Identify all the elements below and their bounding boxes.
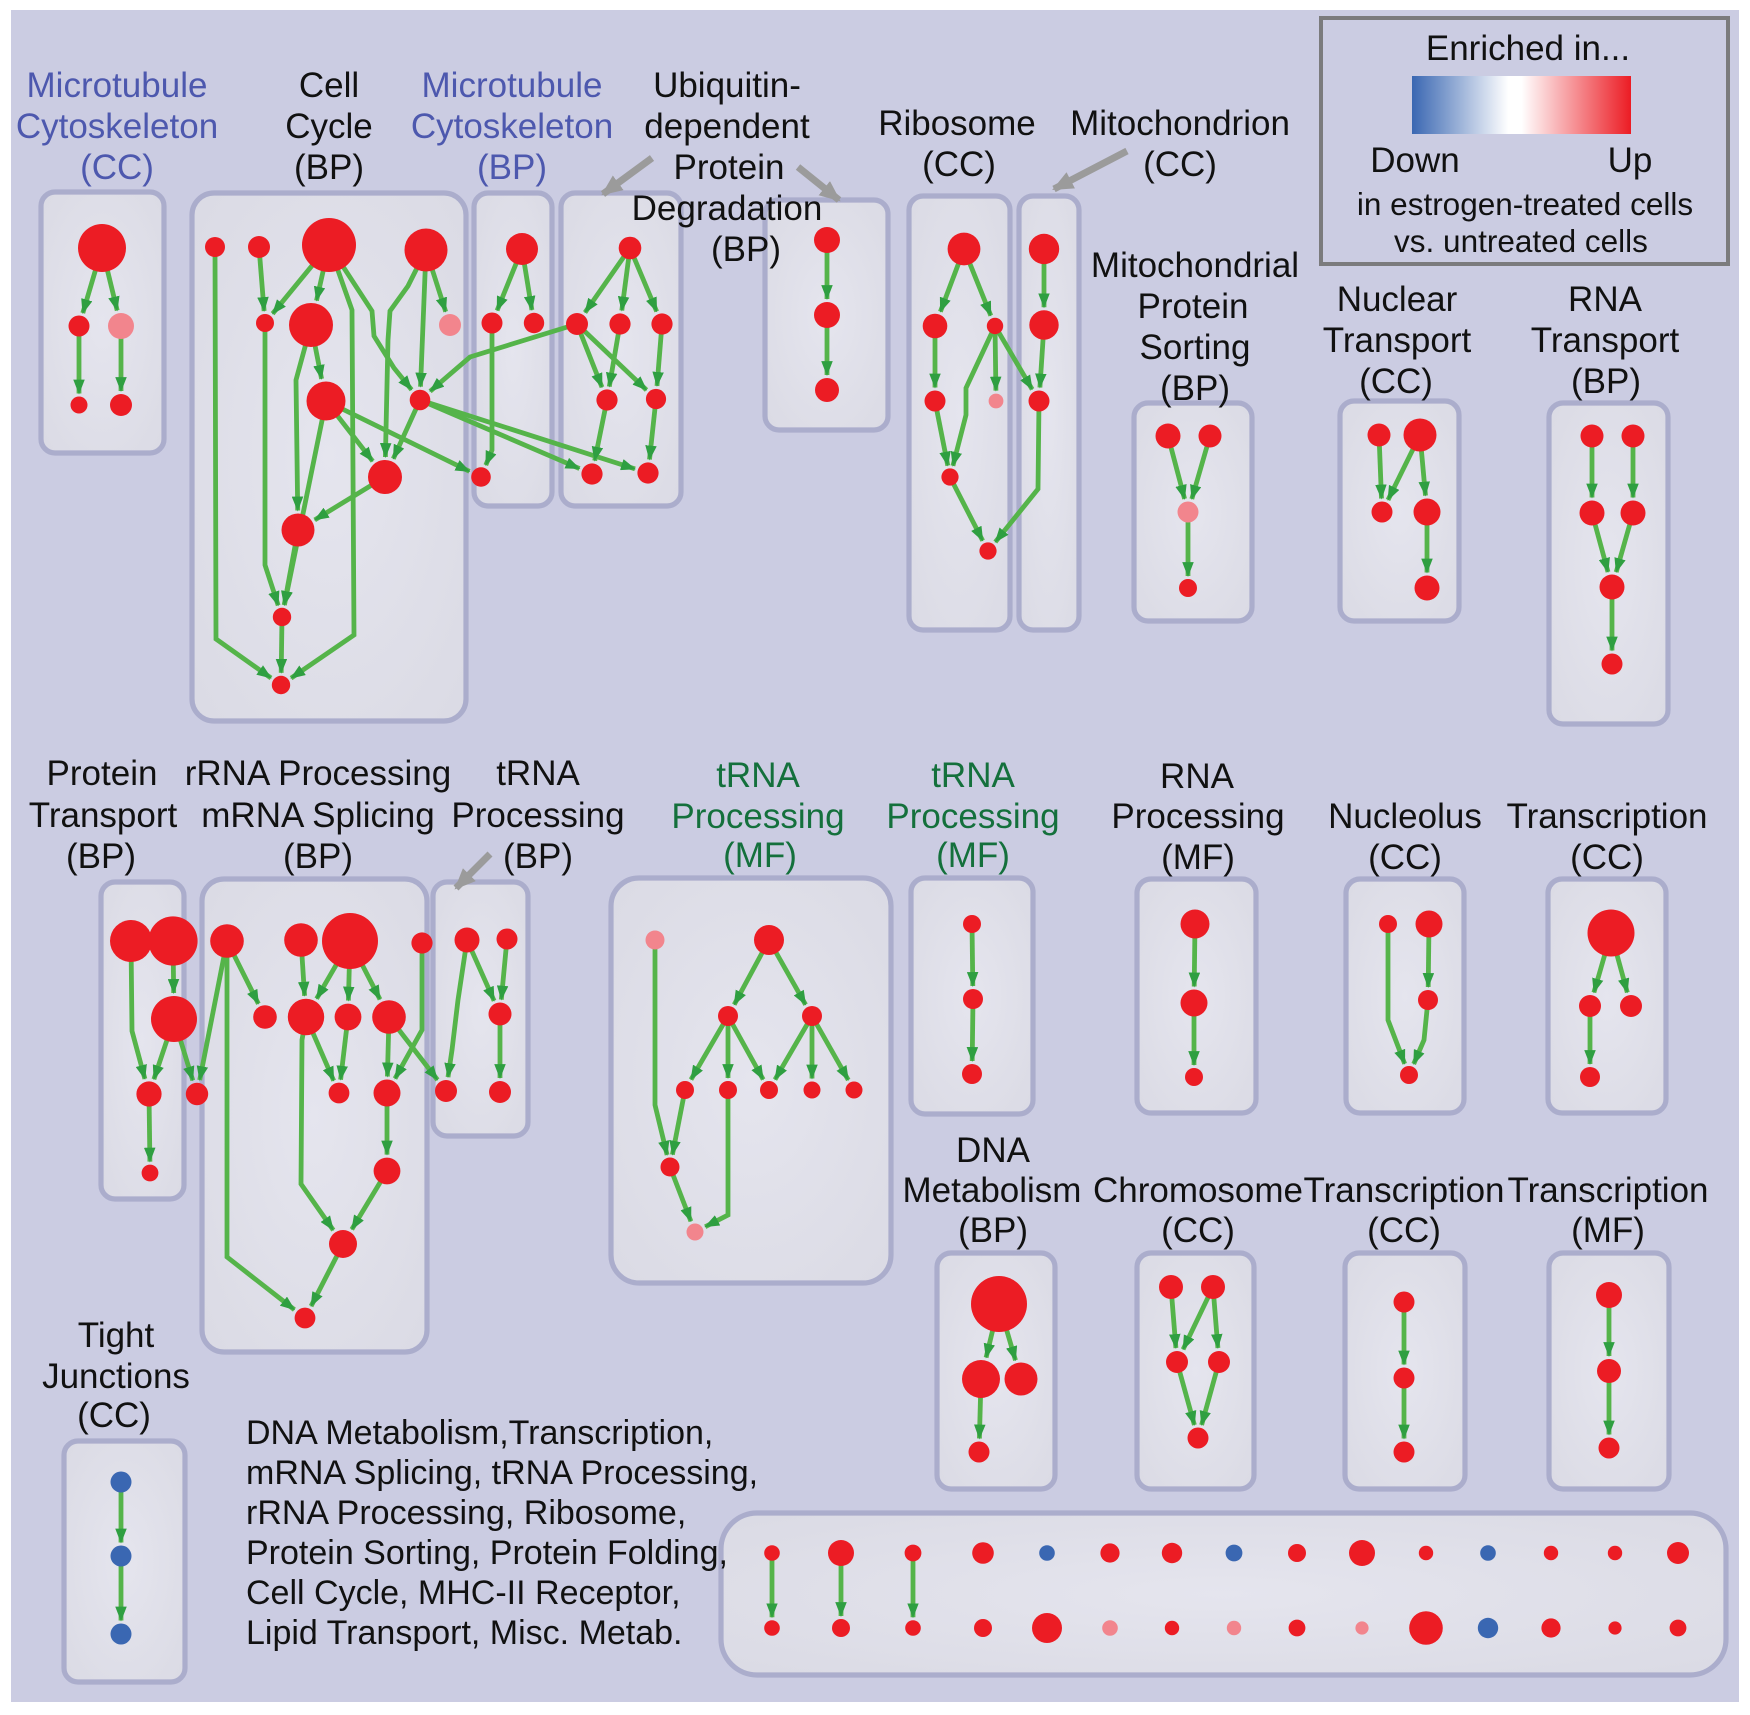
- svg-text:Microtubule: Microtubule: [27, 66, 208, 105]
- svg-text:Processing: Processing: [886, 797, 1059, 836]
- svg-text:tRNA: tRNA: [931, 756, 1015, 795]
- svg-text:(BP): (BP): [1160, 369, 1230, 408]
- svg-text:Protein Sorting, Protein Foldi: Protein Sorting, Protein Folding,: [246, 1534, 728, 1572]
- svg-text:(MF): (MF): [723, 836, 797, 875]
- svg-text:Up: Up: [1608, 141, 1653, 180]
- svg-text:Tight: Tight: [78, 1316, 155, 1355]
- svg-text:Cytoskeleton: Cytoskeleton: [411, 107, 613, 146]
- svg-text:Processing: Processing: [451, 796, 624, 835]
- svg-text:dependent: dependent: [644, 107, 810, 146]
- svg-text:(CC): (CC): [1143, 145, 1217, 184]
- svg-text:Metabolism: Metabolism: [903, 1171, 1082, 1210]
- svg-text:Protein: Protein: [674, 148, 785, 187]
- svg-text:(CC): (CC): [77, 1396, 151, 1435]
- svg-text:Mitochondrial: Mitochondrial: [1091, 246, 1299, 285]
- svg-text:tRNA: tRNA: [716, 756, 800, 795]
- svg-text:rRNA Processing, Ribosome,: rRNA Processing, Ribosome,: [246, 1494, 686, 1532]
- svg-text:Transport: Transport: [1531, 321, 1680, 360]
- svg-text:(BP): (BP): [711, 230, 781, 269]
- svg-text:(MF): (MF): [1161, 838, 1235, 877]
- svg-text:Nuclear: Nuclear: [1337, 280, 1458, 319]
- svg-text:vs. untreated cells: vs. untreated cells: [1394, 223, 1648, 259]
- svg-text:RNA: RNA: [1568, 280, 1643, 319]
- svg-text:Cell: Cell: [299, 66, 359, 105]
- svg-text:DNA: DNA: [956, 1131, 1031, 1170]
- svg-text:mRNA Splicing, tRNA Processing: mRNA Splicing, tRNA Processing,: [246, 1454, 758, 1492]
- svg-text:(CC): (CC): [80, 148, 154, 187]
- svg-text:in estrogen-treated cells: in estrogen-treated cells: [1357, 186, 1693, 222]
- svg-text:DNA Metabolism,Transcription,: DNA Metabolism,Transcription,: [246, 1414, 713, 1452]
- svg-text:(BP): (BP): [294, 148, 364, 187]
- svg-text:Cytoskeleton: Cytoskeleton: [16, 107, 218, 146]
- svg-text:Transcription: Transcription: [1304, 1171, 1505, 1210]
- svg-text:Cell Cycle, MHC-II Receptor,: Cell Cycle, MHC-II Receptor,: [246, 1574, 681, 1612]
- svg-text:Degradation: Degradation: [632, 189, 823, 228]
- svg-text:(CC): (CC): [1367, 1211, 1441, 1250]
- svg-text:Transcription: Transcription: [1508, 1171, 1709, 1210]
- svg-text:(BP): (BP): [477, 148, 547, 187]
- svg-text:Mitochondrion: Mitochondrion: [1070, 104, 1290, 143]
- svg-text:mRNA Splicing: mRNA Splicing: [201, 796, 434, 835]
- svg-text:Lipid Transport, Misc. Metab.: Lipid Transport, Misc. Metab.: [246, 1614, 683, 1652]
- svg-text:Down: Down: [1370, 141, 1459, 180]
- svg-text:Microtubule: Microtubule: [422, 66, 603, 105]
- svg-text:(BP): (BP): [66, 837, 136, 876]
- svg-text:(CC): (CC): [1161, 1211, 1235, 1250]
- svg-text:Cycle: Cycle: [285, 107, 373, 146]
- svg-text:tRNA: tRNA: [496, 754, 580, 793]
- svg-text:Ubiquitin-: Ubiquitin-: [653, 66, 801, 105]
- svg-text:(MF): (MF): [1571, 1211, 1645, 1250]
- svg-text:(BP): (BP): [283, 837, 353, 876]
- svg-text:Sorting: Sorting: [1140, 328, 1251, 367]
- svg-text:Junctions: Junctions: [42, 1357, 190, 1396]
- svg-text:Chromosome: Chromosome: [1093, 1171, 1303, 1210]
- svg-text:Processing: Processing: [1111, 797, 1284, 836]
- svg-text:(BP): (BP): [503, 837, 573, 876]
- svg-text:(MF): (MF): [936, 836, 1010, 875]
- svg-text:(CC): (CC): [1368, 838, 1442, 877]
- svg-text:(BP): (BP): [1571, 362, 1641, 401]
- svg-text:Nucleolus: Nucleolus: [1328, 797, 1482, 836]
- svg-text:RNA: RNA: [1160, 757, 1235, 796]
- svg-text:Transport: Transport: [29, 796, 178, 835]
- svg-text:Protein: Protein: [47, 754, 158, 793]
- svg-text:Ribosome: Ribosome: [878, 104, 1036, 143]
- svg-text:Protein: Protein: [1138, 287, 1249, 326]
- svg-text:(CC): (CC): [1359, 362, 1433, 401]
- svg-text:(BP): (BP): [958, 1211, 1028, 1250]
- svg-text:rRNA Processing: rRNA Processing: [185, 754, 451, 793]
- svg-text:(CC): (CC): [1570, 838, 1644, 877]
- svg-text:(CC): (CC): [922, 145, 996, 184]
- svg-text:Processing: Processing: [671, 797, 844, 836]
- svg-text:Transport: Transport: [1323, 321, 1472, 360]
- svg-text:Enriched in...: Enriched in...: [1426, 29, 1630, 68]
- svg-text:Transcription: Transcription: [1507, 797, 1708, 836]
